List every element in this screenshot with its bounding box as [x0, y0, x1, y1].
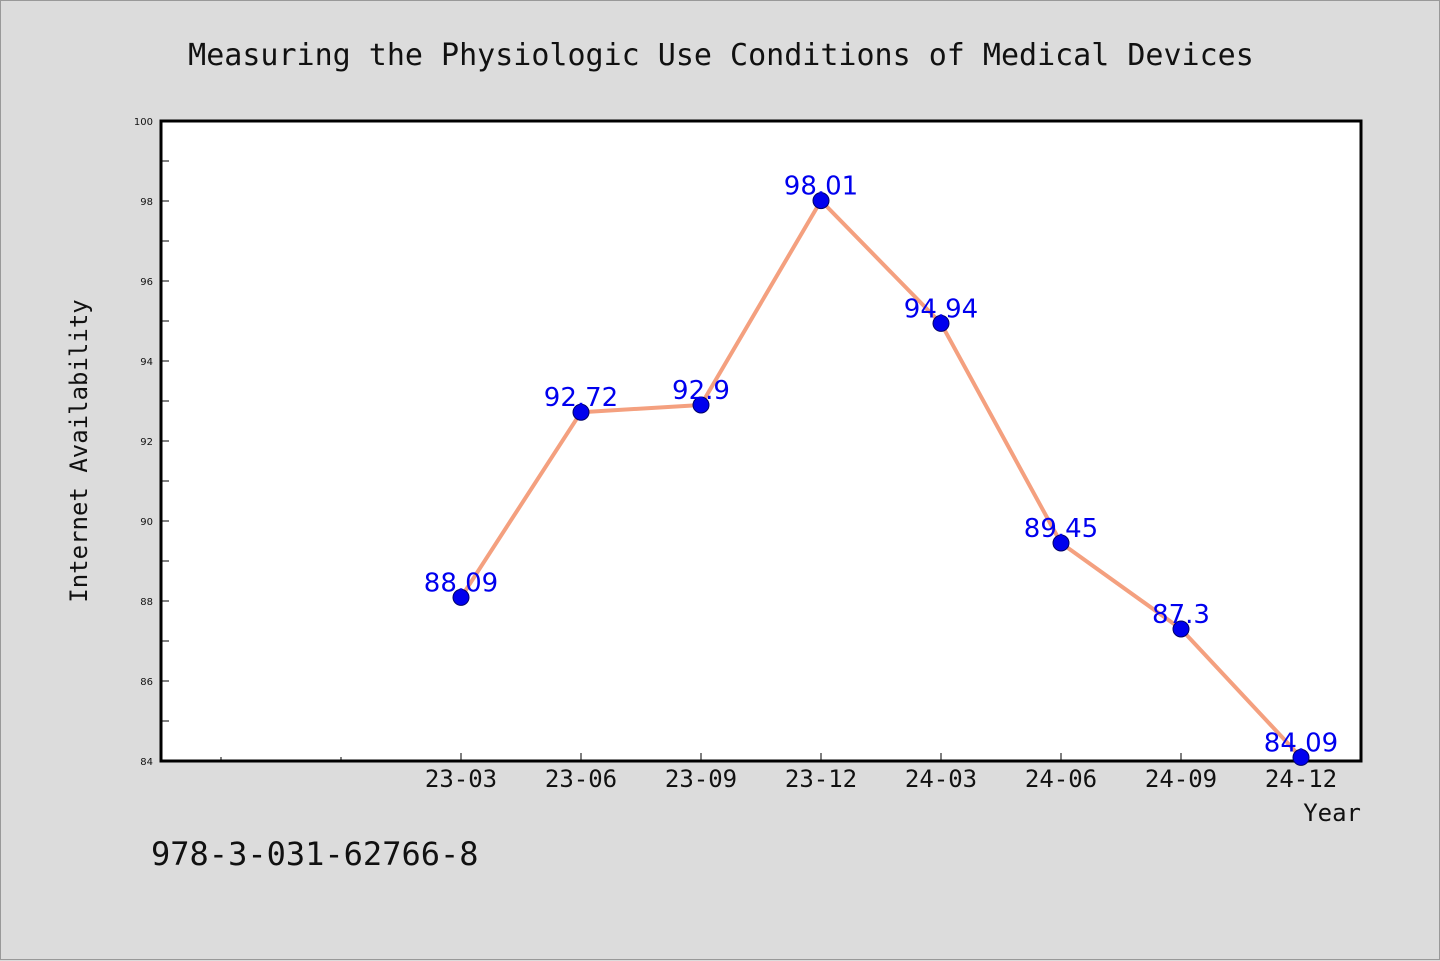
y-tick-label: 96 [140, 277, 153, 288]
data-label: 92.72 [544, 383, 618, 413]
plot-area [159, 119, 1363, 763]
data-point [1292, 748, 1310, 766]
series-line-group [459, 198, 1303, 759]
y-tick-label: 90 [140, 517, 153, 528]
data-point [812, 192, 830, 210]
data-point [1052, 534, 1070, 552]
x-tick-label: 23-09 [665, 765, 737, 793]
y-tick-label: 100 [134, 117, 153, 128]
data-label-group: 88.09 92.72 92.9 98.01 94.94 89.45 87.3 84.09 [424, 172, 1338, 759]
data-point [572, 403, 590, 421]
y-tick-label: 86 [140, 677, 153, 688]
data-point [452, 588, 470, 606]
x-tick-label: 23-12 [785, 765, 857, 793]
data-label: 88.09 [424, 568, 498, 598]
data-label: 87.3 [1152, 600, 1210, 630]
data-label: 84.09 [1264, 728, 1338, 758]
y-tick-label: 98 [140, 197, 153, 208]
x-tick-label: 24-06 [1025, 765, 1097, 793]
data-label: 98.01 [784, 172, 858, 202]
x-axis-label: Year [1303, 799, 1361, 827]
isbn-footer: 978-3-031-62766-8 [151, 835, 479, 873]
x-tick-label: 23-06 [545, 765, 617, 793]
x-tick-label: 23-03 [425, 765, 497, 793]
y-tick-label: 94 [140, 357, 153, 368]
data-label: 94.94 [904, 294, 978, 324]
y-tick-label: 88 [140, 597, 153, 608]
y-axis-label: Internet Availability [65, 299, 93, 602]
data-point [932, 314, 950, 332]
y-tick-label: 84 [140, 757, 153, 768]
x-axis: 23-03 23-06 23-09 23-12 24-03 24-06 24-09 24-12 [220, 753, 1337, 793]
data-point [692, 396, 710, 414]
chart-title: Measuring the Physiologic Use Conditions… [188, 38, 1254, 73]
data-label: 89.45 [1024, 514, 1098, 544]
marker-group [452, 192, 1310, 766]
x-tick-label: 24-03 [905, 765, 977, 793]
x-tick-label: 24-12 [1265, 765, 1337, 793]
data-point [1172, 620, 1190, 638]
data-label: 92.9 [672, 376, 730, 406]
x-tick-label: 24-09 [1145, 765, 1217, 793]
y-axis: 84 86 88 90 92 94 96 98 100 [134, 117, 169, 768]
series-line [459, 198, 1303, 759]
y-tick-label: 92 [140, 437, 153, 448]
